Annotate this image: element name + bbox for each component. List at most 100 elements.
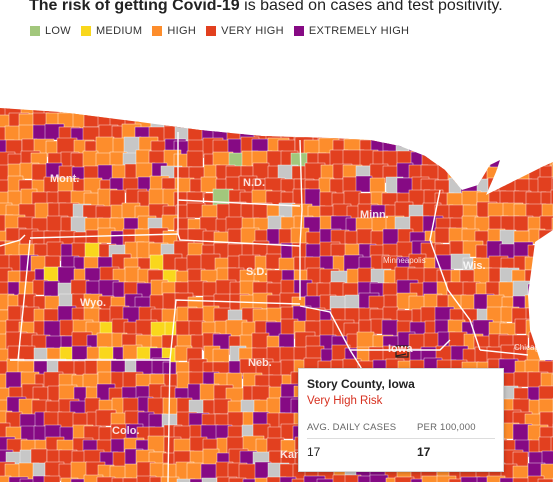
county[interactable] bbox=[186, 99, 207, 117]
county[interactable] bbox=[253, 114, 274, 132]
county[interactable] bbox=[125, 99, 145, 117]
county[interactable] bbox=[460, 151, 480, 171]
county[interactable] bbox=[70, 216, 88, 234]
county[interactable] bbox=[186, 462, 204, 481]
county[interactable] bbox=[228, 101, 250, 118]
county[interactable] bbox=[265, 113, 284, 132]
county[interactable] bbox=[213, 112, 233, 131]
county[interactable] bbox=[498, 127, 519, 147]
county[interactable] bbox=[475, 138, 496, 158]
county[interactable] bbox=[19, 478, 37, 482]
county[interactable] bbox=[228, 477, 247, 482]
county[interactable] bbox=[446, 111, 466, 130]
county[interactable] bbox=[358, 100, 381, 120]
county[interactable] bbox=[461, 124, 478, 142]
county[interactable] bbox=[317, 110, 337, 129]
county[interactable] bbox=[216, 476, 238, 482]
county[interactable] bbox=[541, 113, 553, 131]
county[interactable] bbox=[512, 137, 534, 158]
county[interactable] bbox=[359, 113, 381, 132]
county[interactable] bbox=[461, 166, 479, 186]
county[interactable] bbox=[537, 176, 553, 195]
county[interactable] bbox=[279, 476, 297, 482]
county[interactable] bbox=[449, 99, 470, 116]
county[interactable] bbox=[242, 478, 263, 482]
county[interactable] bbox=[394, 476, 415, 482]
county[interactable] bbox=[346, 113, 369, 131]
county[interactable] bbox=[277, 100, 295, 118]
county[interactable] bbox=[82, 150, 99, 169]
county[interactable] bbox=[383, 125, 403, 146]
county[interactable] bbox=[394, 114, 415, 132]
county[interactable] bbox=[513, 124, 531, 144]
county[interactable] bbox=[251, 332, 270, 350]
county[interactable] bbox=[434, 123, 456, 142]
county[interactable] bbox=[474, 124, 494, 144]
county[interactable] bbox=[173, 111, 194, 128]
county[interactable] bbox=[474, 98, 492, 116]
county[interactable] bbox=[356, 331, 375, 350]
county[interactable] bbox=[136, 475, 157, 482]
county[interactable] bbox=[433, 111, 452, 132]
county[interactable] bbox=[293, 111, 314, 128]
county[interactable] bbox=[371, 101, 393, 119]
county[interactable] bbox=[420, 306, 438, 324]
county[interactable] bbox=[187, 114, 208, 132]
county[interactable] bbox=[187, 125, 205, 143]
county[interactable] bbox=[433, 102, 453, 118]
county[interactable] bbox=[489, 152, 509, 170]
county[interactable] bbox=[148, 188, 166, 207]
county[interactable] bbox=[266, 476, 287, 482]
county[interactable] bbox=[381, 319, 399, 337]
county[interactable] bbox=[498, 164, 516, 183]
county[interactable] bbox=[394, 126, 417, 144]
county[interactable] bbox=[501, 114, 523, 132]
county[interactable] bbox=[538, 101, 553, 121]
county[interactable] bbox=[512, 113, 531, 132]
county[interactable] bbox=[83, 474, 104, 482]
county[interactable] bbox=[499, 477, 516, 482]
county[interactable] bbox=[462, 137, 485, 156]
county[interactable] bbox=[163, 101, 183, 117]
county[interactable] bbox=[136, 100, 155, 117]
county[interactable] bbox=[70, 478, 88, 482]
county[interactable] bbox=[8, 476, 29, 482]
county[interactable] bbox=[357, 475, 376, 482]
county[interactable] bbox=[82, 373, 99, 390]
county[interactable] bbox=[485, 111, 504, 130]
county[interactable] bbox=[539, 125, 553, 143]
county[interactable] bbox=[176, 478, 196, 482]
county[interactable] bbox=[215, 102, 234, 118]
county[interactable] bbox=[410, 478, 428, 482]
county[interactable] bbox=[460, 476, 481, 482]
county[interactable] bbox=[461, 101, 479, 118]
county[interactable] bbox=[303, 475, 326, 482]
county[interactable] bbox=[421, 475, 439, 482]
county[interactable] bbox=[265, 99, 284, 118]
county[interactable] bbox=[199, 111, 217, 129]
county[interactable] bbox=[434, 139, 454, 158]
county[interactable] bbox=[316, 478, 338, 482]
county[interactable] bbox=[97, 100, 119, 119]
county[interactable] bbox=[408, 113, 429, 132]
county[interactable] bbox=[498, 137, 520, 157]
county[interactable] bbox=[332, 112, 353, 132]
county[interactable] bbox=[499, 151, 519, 169]
county[interactable] bbox=[344, 98, 366, 117]
county[interactable] bbox=[96, 476, 116, 482]
county[interactable] bbox=[60, 477, 79, 482]
county[interactable] bbox=[500, 102, 518, 120]
county-risk-map[interactable]: Mont. N.D. Minn. S.D. Wyo. Wis. Neb. Iowa Colo. K… bbox=[0, 60, 553, 482]
county[interactable] bbox=[0, 475, 12, 482]
county[interactable] bbox=[421, 101, 439, 118]
county[interactable] bbox=[550, 189, 553, 207]
county[interactable] bbox=[148, 101, 170, 121]
county[interactable] bbox=[539, 136, 553, 156]
county[interactable] bbox=[356, 228, 373, 245]
county[interactable] bbox=[329, 281, 346, 298]
county-grid[interactable] bbox=[0, 98, 553, 482]
county[interactable] bbox=[32, 475, 51, 482]
county[interactable] bbox=[303, 112, 322, 129]
county[interactable] bbox=[278, 333, 295, 350]
county[interactable] bbox=[174, 100, 195, 119]
